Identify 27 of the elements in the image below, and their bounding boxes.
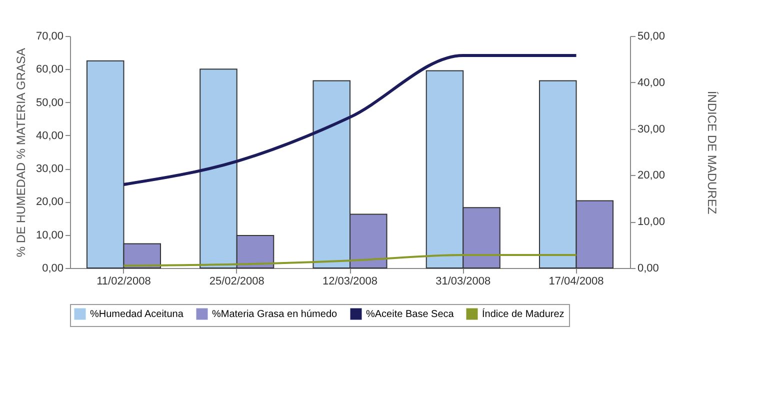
y2-axis-title: ÍNDICE DE MADUREZ — [705, 90, 720, 214]
y2-tick-label: 10,00 — [638, 216, 666, 228]
y-tick-label: 10,00 — [36, 229, 64, 242]
y-tick-label: 30,00 — [36, 163, 64, 176]
legend-label: Índice de Madurez — [482, 308, 564, 320]
legend-label: %Aceite Base Seca — [366, 309, 454, 320]
line-series — [122, 254, 578, 267]
x-tick-label: 31/03/2008 — [436, 276, 491, 288]
y-tick-label: 50,00 — [36, 96, 64, 109]
legend-label: %Materia Grasa en húmedo — [212, 309, 338, 320]
y-tick-label: 70,00 — [36, 30, 64, 42]
y-tick-label: 0,00 — [42, 262, 64, 274]
x-tick-label: 17/04/2008 — [548, 276, 604, 288]
y2-tick-label: 30,00 — [638, 123, 666, 136]
x-tick-label: 11/02/2008 — [96, 276, 151, 288]
y-tick-label: 20,00 — [36, 196, 64, 208]
y-axis-title: % DE HUMEDAD % MATERIA GRASA — [14, 48, 28, 258]
legend-label: %Humedad Aceituna — [90, 309, 184, 320]
y2-tick-label: 20,00 — [638, 170, 666, 182]
y2-tick-label: 50,00 — [638, 30, 666, 42]
y-tick-label: 60,00 — [36, 64, 64, 76]
y-tick-label: 40,00 — [36, 130, 64, 142]
y2-tick-label: 40,00 — [638, 76, 666, 89]
x-tick-label: 25/02/2008 — [209, 276, 264, 288]
x-tick-label: 12/03/2008 — [322, 276, 378, 288]
line-series — [122, 54, 578, 186]
y2-tick-label: 0,00 — [638, 262, 659, 274]
